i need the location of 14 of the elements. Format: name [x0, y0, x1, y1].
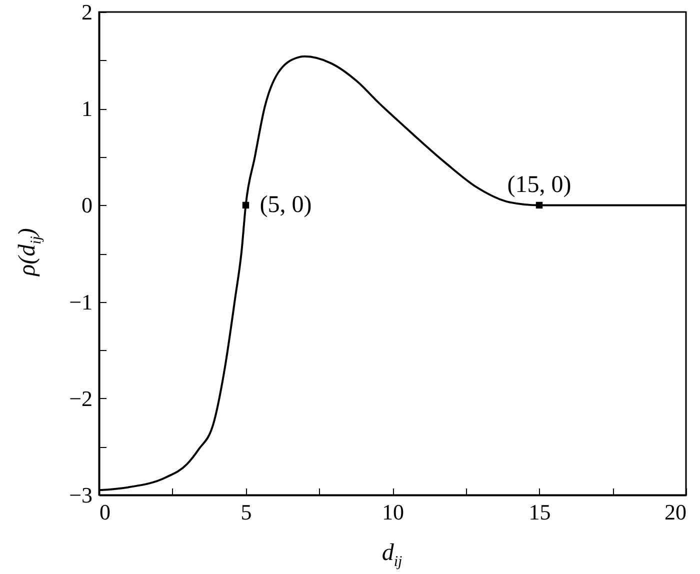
x-tick-label: 5 — [240, 500, 252, 524]
y-tick-label: −1 — [69, 289, 92, 314]
annotation: (15, 0) — [507, 172, 572, 198]
y-tick-label: 0 — [82, 192, 92, 218]
x-tick-label: 20 — [664, 500, 686, 524]
x-axis-title: d$_{ij}$ — [382, 540, 402, 571]
x-tick-label: 15 — [528, 500, 551, 524]
annotation: (5, 0) — [260, 192, 312, 218]
y-tick-label: 1 — [82, 96, 92, 122]
y-tick-label: −3 — [69, 482, 92, 508]
x-tick-label: 0 — [100, 500, 110, 524]
x-tick-label: 10 — [382, 500, 404, 524]
y-tick-label: 2 — [82, 0, 92, 24]
y-tick-label: −2 — [69, 386, 92, 411]
